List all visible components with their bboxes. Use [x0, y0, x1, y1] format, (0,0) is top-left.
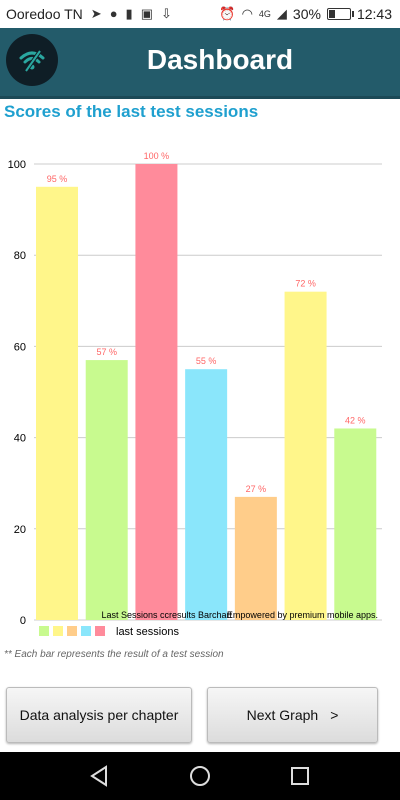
- status-bar: Ooredoo TN ➤ ● ▮ ▣ ⇩ ⏰ ◠ 4G ◢ 30% 12:43: [0, 0, 400, 28]
- wifi-off-icon: [19, 49, 45, 73]
- next-graph-label: Next Graph: [246, 707, 319, 723]
- sd-card-icon: ▮: [125, 6, 133, 21]
- chart-bars: [36, 164, 377, 621]
- section-title: Scores of the last test sessions: [4, 102, 259, 121]
- page-title: Dashboard: [146, 44, 294, 75]
- y-tick-label: 60: [14, 341, 26, 353]
- bar-value-label: 55 %: [196, 356, 217, 366]
- chart-bar[interactable]: [36, 186, 78, 621]
- app-logo[interactable]: [6, 34, 58, 86]
- legend-swatch: [67, 626, 77, 636]
- legend-swatch: [39, 626, 49, 636]
- chart-description: Last Sessions ccresults Barchart: [101, 610, 232, 620]
- next-arrow-icon: >: [330, 707, 339, 723]
- record-icon: ●: [109, 6, 118, 21]
- bar-value-label: 42 %: [345, 415, 366, 425]
- y-tick-label: 0: [20, 615, 26, 627]
- navigation-bar: [0, 752, 400, 800]
- carrier-name: Ooredoo TN: [6, 6, 83, 22]
- download-icon: ⇩: [161, 6, 172, 21]
- chart-bar[interactable]: [185, 369, 228, 620]
- battery-percent: 30%: [292, 6, 321, 22]
- chart-data-labels: 95 % 57 % 100 % 55 % 27 % 72 % 42 %: [47, 151, 366, 494]
- app-header: Dashboard: [0, 28, 400, 99]
- chart-legend: last sessions: [39, 626, 179, 638]
- chart-bar[interactable]: [234, 496, 277, 620]
- y-tick-label: 40: [14, 433, 26, 445]
- next-graph-button[interactable]: Next Graph >: [207, 687, 378, 743]
- chart-bar[interactable]: [334, 428, 377, 620]
- network-type: 4G: [258, 9, 271, 19]
- bar-value-label: 27 %: [246, 484, 267, 494]
- chart-credit: Empowered by premium mobile apps.: [227, 610, 378, 620]
- bar-value-label: 57 %: [96, 347, 117, 357]
- chart-y-ticks: 0 20 40 60 80 100: [8, 159, 26, 627]
- y-tick-label: 20: [14, 524, 26, 536]
- battery-icon: [326, 8, 354, 20]
- bar-value-label: 72 %: [295, 279, 316, 289]
- alarm-icon: ⏰: [219, 6, 236, 21]
- data-analysis-label: Data analysis per chapter: [19, 707, 179, 723]
- home-icon[interactable]: [186, 764, 214, 788]
- legend-label: last sessions: [116, 626, 179, 638]
- back-icon[interactable]: [86, 764, 114, 788]
- chart-footnote: ** Each bar represents the result of a t…: [4, 649, 224, 660]
- clock: 12:43: [356, 6, 392, 22]
- navigation-icon: ➤: [90, 6, 102, 21]
- chart-bar[interactable]: [85, 360, 128, 620]
- bar-value-label: 95 %: [47, 174, 68, 184]
- signal-icon: ◢: [276, 6, 287, 21]
- chart-bar[interactable]: [284, 291, 327, 620]
- legend-swatch: [95, 626, 105, 636]
- wifi-icon: ◠: [241, 6, 253, 21]
- data-analysis-button[interactable]: Data analysis per chapter: [6, 687, 192, 743]
- image-icon: ▣: [140, 6, 153, 21]
- y-tick-label: 80: [14, 250, 26, 262]
- recents-icon[interactable]: [286, 764, 314, 788]
- legend-swatch: [81, 626, 91, 636]
- y-tick-label: 100: [8, 159, 26, 171]
- bar-chart: 95 % 57 % 100 % 55 % 27 % 72 % 42 % 0 20 40 60 80 1…: [8, 151, 382, 638]
- legend-swatch: [53, 626, 63, 636]
- bar-value-label: 100 %: [144, 151, 170, 161]
- chart-bar[interactable]: [135, 164, 178, 620]
